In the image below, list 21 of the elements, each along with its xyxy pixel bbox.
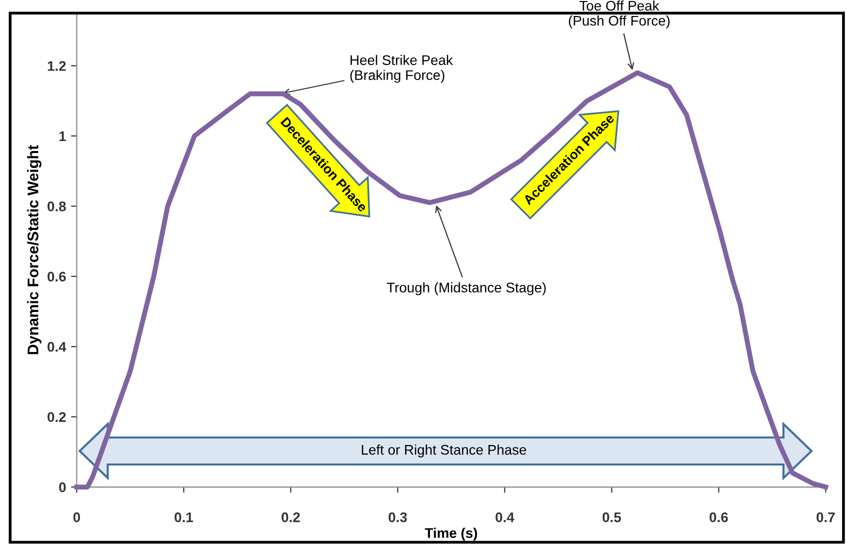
x-tick-label: 0.7 (816, 512, 835, 522)
y-tick-label: 0.6 (48, 272, 66, 282)
y-tick-label: 0.8 (48, 202, 66, 212)
y-axis-title: Dynamic Force/Static Weight (27, 145, 42, 354)
annotation: Toe Off Peak (Push Off Force) (568, 0, 670, 28)
annotation: Trough (Midstance Stage) (386, 282, 546, 296)
y-tick-label: 0.2 (48, 412, 66, 422)
y-tick-label: 1 (59, 131, 66, 141)
y-tick-label: 0 (59, 482, 66, 492)
x-tick-label: 0.5 (602, 512, 621, 522)
x-axis-title: Time (s) (424, 528, 478, 541)
x-tick-label: 0.3 (388, 512, 407, 522)
x-tick-label: 0 (73, 512, 80, 522)
x-tick-label: 0.1 (174, 512, 193, 522)
annotation: Heel Strike Peak (Braking Force) (350, 54, 453, 83)
y-tick-label: 0.4 (48, 342, 66, 352)
y-tick-label: 1.2 (48, 61, 66, 71)
x-tick-label: 0.4 (496, 512, 514, 522)
annotation: Left or Right Stance Phase (362, 444, 526, 458)
x-tick-label: 0.6 (710, 512, 728, 522)
x-tick-label: 0.2 (282, 512, 300, 522)
